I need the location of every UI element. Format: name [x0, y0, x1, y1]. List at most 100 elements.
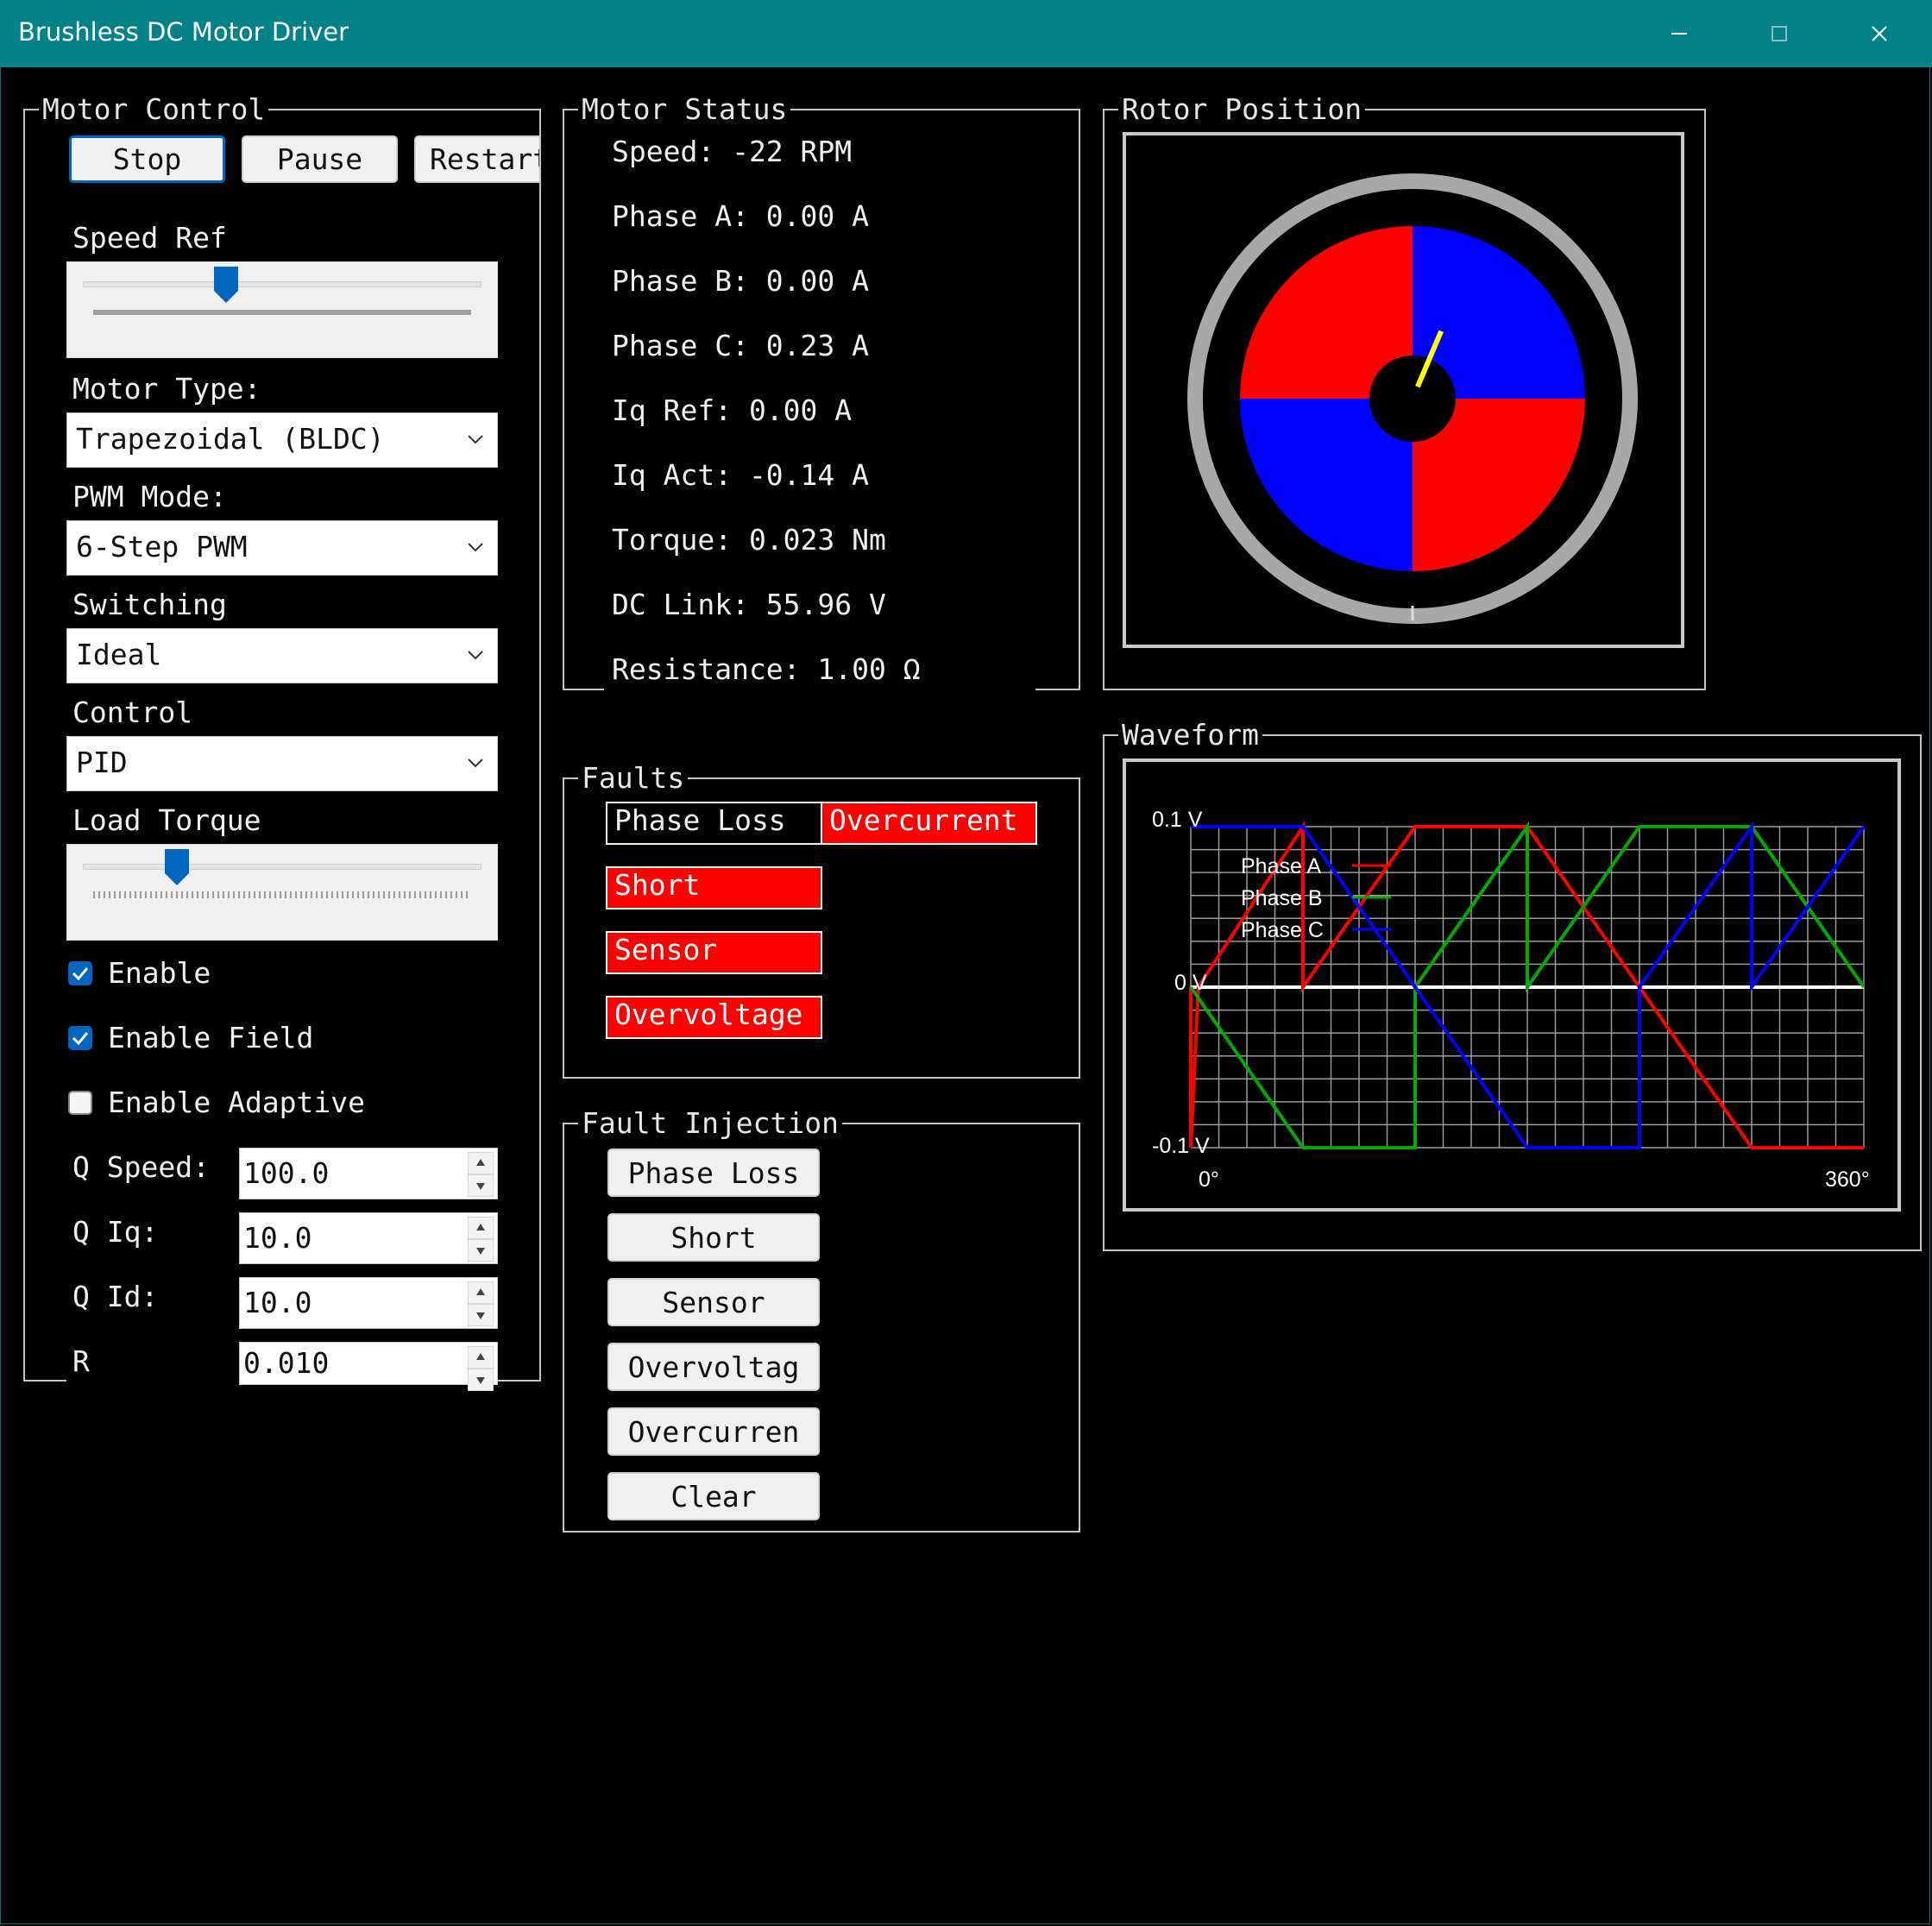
q-speed-label: Q Speed:: [72, 1150, 210, 1184]
load-torque-label: Load Torque: [72, 803, 261, 837]
r-value: 0.010: [243, 1346, 330, 1380]
spin-arrows-icon[interactable]: [468, 1281, 494, 1326]
waveform-canvas: Phase A Phase B Phase C 0.1 V 0 V -0.1 V 0…: [1123, 758, 1901, 1212]
faults-group: Faults: [563, 761, 1080, 1079]
faults-title: Faults: [578, 761, 689, 796]
q-id-label: Q Id:: [72, 1280, 159, 1313]
y-tick-label-min: -0.1 V: [1152, 1134, 1210, 1158]
enable-checkbox[interactable]: [68, 961, 92, 985]
status-resistance: Resistance: 1.00 Ω: [612, 652, 921, 686]
client-area: [0, 67, 1930, 1924]
control-label: Control: [72, 696, 193, 729]
spin-arrows-icon[interactable]: [468, 1217, 494, 1262]
speed-ref-slider-thumb[interactable]: [213, 267, 238, 303]
waveform-chart: Phase A Phase B Phase C 0.1 V 0 V -0.1 V 0…: [1152, 808, 1870, 1192]
spin-arrows-icon[interactable]: [468, 1152, 494, 1197]
q-iq-input[interactable]: 10.0: [239, 1212, 498, 1264]
q-id-input[interactable]: 10.0: [239, 1277, 498, 1329]
motor-status-group: Motor Status: [563, 92, 1080, 690]
status-phase-a: Phase A: 0.00 A: [612, 199, 870, 233]
r-input[interactable]: 0.010: [239, 1342, 498, 1391]
maximize-button[interactable]: [1728, 0, 1830, 67]
clear-faults-button[interactable]: Clear: [607, 1472, 820, 1520]
restart-button[interactable]: Restart: [414, 135, 539, 183]
q-id-value: 10.0: [243, 1286, 312, 1319]
rotor-angle-needle: [1415, 330, 1444, 388]
legend-label-phase-c: Phase C: [1241, 918, 1324, 942]
inject-short-button[interactable]: Short: [607, 1213, 820, 1262]
rotor-hub: [1369, 356, 1456, 442]
motor-type-value: Trapezoidal (BLDC): [76, 422, 385, 456]
inject-sensor-button[interactable]: Sensor: [607, 1278, 820, 1326]
control-select[interactable]: PID: [66, 736, 498, 791]
legend-label-phase-a: Phase A: [1241, 854, 1321, 878]
fault-indicator-overcurrent: Overcurrent: [821, 802, 1037, 845]
stop-button[interactable]: Stop: [69, 135, 225, 183]
waveform-group: Waveform: [1103, 718, 1922, 1251]
checkmark-icon: [72, 967, 89, 981]
series-line-phase-c: [1191, 821, 1866, 1149]
q-speed-input[interactable]: 100.0: [239, 1148, 498, 1199]
title-bar: Brushless DC Motor Driver: [0, 0, 1932, 67]
motor-control-title: Motor Control: [39, 92, 269, 127]
chevron-down-icon: [468, 651, 483, 660]
inject-phase-loss-button[interactable]: Phase Loss: [607, 1149, 820, 1197]
status-iq-ref: Iq Ref: 0.00 A: [612, 393, 853, 427]
status-dc-link: DC Link: 55.96 V: [612, 588, 886, 621]
load-torque-slider-thumb[interactable]: [165, 849, 190, 885]
speed-ref-slider[interactable]: [66, 261, 498, 358]
pwm-mode-select[interactable]: 6-Step PWM: [66, 520, 498, 576]
y-tick-label-zero: 0 V: [1174, 971, 1207, 995]
close-icon: [1872, 26, 1887, 41]
waveform-title: Waveform: [1118, 718, 1262, 752]
enable-adaptive-label: Enable Adaptive: [108, 1086, 366, 1119]
control-value: PID: [76, 746, 128, 779]
x-tick-label-max: 360°: [1825, 1168, 1870, 1192]
chart-legend: Phase A Phase B Phase C: [1241, 854, 1391, 942]
chevron-down-icon: [468, 435, 483, 444]
rotor-position-group: Rotor Position: [1103, 92, 1706, 690]
minimize-button[interactable]: [1628, 0, 1730, 67]
enable-adaptive-checkbox[interactable]: [68, 1091, 92, 1115]
window-title: Brushless DC Motor Driver: [18, 17, 349, 47]
rotor-pole-segment: [1413, 399, 1585, 571]
switching-value: Ideal: [76, 638, 162, 671]
motor-type-select[interactable]: Trapezoidal (BLDC): [66, 412, 498, 468]
rotor-position-title: Rotor Position: [1118, 92, 1366, 127]
rotor-pole-segment: [1240, 226, 1413, 399]
spin-arrows-icon[interactable]: [468, 1346, 494, 1391]
pause-button[interactable]: Pause: [242, 135, 398, 183]
rotor-pole-segment: [1413, 226, 1585, 399]
close-button[interactable]: [1828, 0, 1930, 67]
inject-overcurrent-button[interactable]: Overcurren: [607, 1407, 820, 1456]
fault-indicator-phase-loss: Phase Loss: [606, 802, 822, 845]
status-phase-c: Phase C: 0.23 A: [612, 329, 870, 362]
fault-injection-group: Fault Injection: [563, 1106, 1080, 1533]
inject-overvoltage-button[interactable]: Overvoltag: [607, 1343, 820, 1391]
motor-status-title: Motor Status: [578, 92, 791, 127]
x-tick-label-min: 0°: [1199, 1168, 1219, 1192]
status-torque: Torque: 0.023 Nm: [612, 523, 886, 557]
fault-indicator-overvoltage: Overvoltage: [606, 996, 822, 1039]
status-speed: Speed: -22 RPM: [612, 135, 853, 168]
q-speed-value: 100.0: [243, 1156, 330, 1190]
rotor-canvas: [1123, 132, 1684, 648]
switching-label: Switching: [72, 588, 227, 621]
chevron-down-icon: [468, 758, 483, 768]
enable-field-checkbox[interactable]: [68, 1026, 92, 1050]
fault-injection-title: Fault Injection: [578, 1106, 843, 1141]
minimize-icon: [1671, 33, 1687, 35]
r-label: R: [72, 1344, 90, 1378]
speed-ref-label: Speed Ref: [72, 221, 227, 255]
pwm-mode-value: 6-Step PWM: [76, 530, 248, 563]
chart-series: [1189, 821, 1866, 1149]
load-torque-slider[interactable]: [66, 844, 498, 941]
motor-type-label: Motor Type:: [72, 372, 261, 406]
chevron-down-icon: [468, 543, 483, 552]
q-iq-value: 10.0: [243, 1221, 312, 1255]
maximize-icon: [1772, 26, 1787, 41]
switching-select[interactable]: Ideal: [66, 628, 498, 683]
checkmark-icon: [72, 1032, 89, 1046]
status-iq-act: Iq Act: -0.14 A: [612, 458, 870, 492]
